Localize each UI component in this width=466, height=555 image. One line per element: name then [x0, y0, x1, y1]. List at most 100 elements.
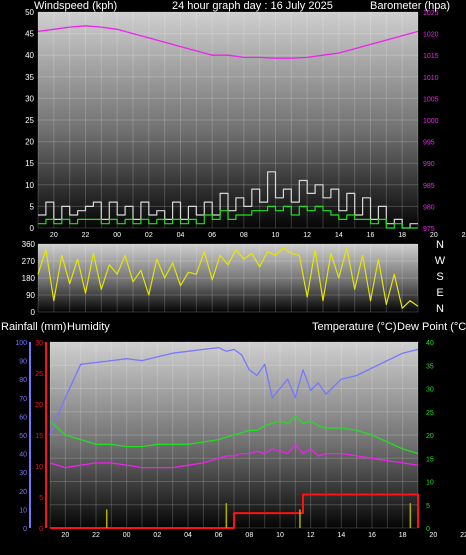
wind-panel-x-tick-label: 12 — [303, 232, 311, 239]
wind-panel-x-tick-label: 04 — [177, 232, 185, 239]
humidity-tick-label: 0 — [23, 526, 27, 533]
barometer-tick-label: 990 — [423, 161, 435, 168]
humidity-line — [49, 346, 419, 436]
windspeed-tick-label: 0 — [30, 224, 35, 233]
direction-tick-label: 270 — [22, 257, 36, 266]
temperature-tick-label: 15 — [426, 456, 434, 463]
barometer-tick-label: 995 — [423, 140, 435, 147]
temp-panel-x-tick-label: 06 — [215, 532, 223, 539]
rainfall-line — [50, 493, 419, 529]
humidity-tick-label: 10 — [19, 507, 27, 514]
compass-label-n-bottom: N — [436, 303, 444, 315]
temp-panel-x-tick-label: 18 — [399, 532, 407, 539]
humidity-tick-label: 50 — [19, 433, 27, 440]
temp-panel-x-tick-label: 22 — [460, 532, 466, 539]
dewpoint-axis-title: Dew Point (°C) — [397, 321, 466, 333]
rainfall-tick-label: 5 — [39, 495, 43, 502]
temp-panel-x-tick-label: 08 — [245, 532, 253, 539]
direction-panel-background — [38, 244, 418, 312]
humidity-tick-label: 90 — [19, 359, 27, 366]
windspeed-tick-label: 40 — [25, 51, 34, 60]
wind-panel-x-tick-label: 16 — [367, 232, 375, 239]
barometer-tick-label: 1010 — [423, 75, 439, 82]
temperature-tick-label: 30 — [426, 387, 434, 394]
temp-panel-x-tick-label: 10 — [276, 532, 284, 539]
barometer-line — [37, 25, 419, 59]
windspeed-tick-label: 10 — [25, 181, 34, 190]
rainfall-tick-label: 0 — [39, 526, 43, 533]
barometer-tick-label: 1000 — [423, 118, 439, 125]
windspeed-tick-label: 30 — [25, 94, 34, 103]
temp-panel-x-tick-label: 00 — [123, 532, 131, 539]
barometer-tick-label: 1020 — [423, 32, 439, 39]
rainfall-tick-label: 30 — [35, 340, 43, 347]
temperature-tick-label: 25 — [426, 410, 434, 417]
windspeed-tick-label: 5 — [30, 202, 35, 211]
wind-panel-x-tick-label: 14 — [335, 232, 343, 239]
temperature-axis-title: Temperature (°C) — [312, 321, 397, 333]
direction-tick-label: 90 — [26, 291, 35, 300]
humidity-tick-label: 30 — [19, 470, 27, 477]
wind-panel-x-tick-label: 08 — [240, 232, 248, 239]
wind-panel-x-tick-label: 22 — [462, 232, 466, 239]
temperature-tick-label: 10 — [426, 480, 434, 487]
temp-humidity-rain-panel: 0 10 20 30 40 50 60 70 80 90 100 0 5 10 15 20 25 30 0 5 10 15… — [15, 340, 466, 539]
direction-tick-label: 0 — [31, 308, 36, 317]
windspeed-tick-label: 20 — [25, 138, 34, 147]
wind-panel-x-tick-label: 22 — [82, 232, 90, 239]
windspeed-axis-title: Windspeed (kph) — [34, 0, 118, 12]
humidity-tick-label: 20 — [19, 489, 27, 496]
temp-panel-x-tick-label: 20 — [61, 532, 69, 539]
barometer-axis-title: Barometer (hpa) — [370, 0, 451, 12]
barometer-tick-label: 980 — [423, 204, 435, 211]
temperature-tick-label: 40 — [426, 340, 434, 347]
wind-panel-x-tick-label: 06 — [208, 232, 216, 239]
temperature-tick-label: 5 — [426, 503, 430, 510]
barometer-tick-label: 1025 — [423, 10, 439, 17]
temp-panel-x-tick-label: 02 — [153, 532, 161, 539]
wind-panel-x-tick-label: 18 — [398, 232, 406, 239]
humidity-tick-label: 100 — [15, 340, 27, 347]
barometer-tick-label: 975 — [423, 226, 435, 233]
temperature-tick-label: 35 — [426, 363, 434, 370]
wind-barometer-panel: 0510152025303540455097598098599099510001… — [25, 8, 466, 239]
wind-panel-x-tick-label: 10 — [272, 232, 280, 239]
temp-panel-x-tick-label: 22 — [92, 532, 100, 539]
wind-panel-x-tick-label: 20 — [430, 232, 438, 239]
humidity-tick-label: 70 — [19, 396, 27, 403]
dewpoint-line — [49, 443, 419, 469]
windspeed-tick-label: 45 — [25, 30, 34, 39]
temperature-tick-label: 0 — [426, 526, 430, 533]
compass-label-n-top: N — [436, 239, 444, 251]
direction-tick-label: 360 — [22, 240, 36, 249]
graph-title: 24 hour graph day : 16 July 2025 — [172, 0, 333, 12]
humidity-tick-label: 40 — [19, 452, 27, 459]
compass-label-w: W — [434, 255, 446, 267]
wind_gust-line — [38, 171, 418, 229]
temperature-line — [49, 415, 419, 455]
wind-panel-x-tick-label: 20 — [50, 232, 58, 239]
temp-panel-x-tick-label: 12 — [307, 532, 315, 539]
windspeed-tick-label: 35 — [25, 73, 34, 82]
wind-panel-x-tick-label: 00 — [113, 232, 121, 239]
windspeed-tick-label: 50 — [25, 8, 34, 17]
wind-panel-x-tick-label: 02 — [145, 232, 153, 239]
compass-label-e: E — [436, 287, 444, 299]
temp-panel-x-tick-label: 14 — [337, 532, 345, 539]
temp-panel-x-tick-label: 16 — [368, 532, 376, 539]
temp-panel-x-tick-label: 20 — [429, 532, 437, 539]
wind-direction-panel: 0 90 180 270 360 — [22, 240, 419, 317]
barometer-tick-label: 1005 — [423, 96, 439, 103]
wind_avg-line — [38, 205, 418, 229]
humidity-tick-label: 60 — [19, 414, 27, 421]
rainfall-tick-label: 20 — [35, 402, 43, 409]
direction-tick-label: 180 — [22, 274, 36, 283]
rainfall-axis-title: Rainfall (mm) — [1, 321, 67, 333]
humidity-axis-title: Humidity — [67, 321, 110, 333]
windspeed-tick-label: 25 — [25, 116, 34, 125]
wind-direction-line — [37, 247, 419, 309]
humidity-tick-label: 80 — [19, 377, 27, 384]
rainfall-tick-label: 15 — [35, 433, 43, 440]
barometer-tick-label: 1015 — [423, 53, 439, 60]
